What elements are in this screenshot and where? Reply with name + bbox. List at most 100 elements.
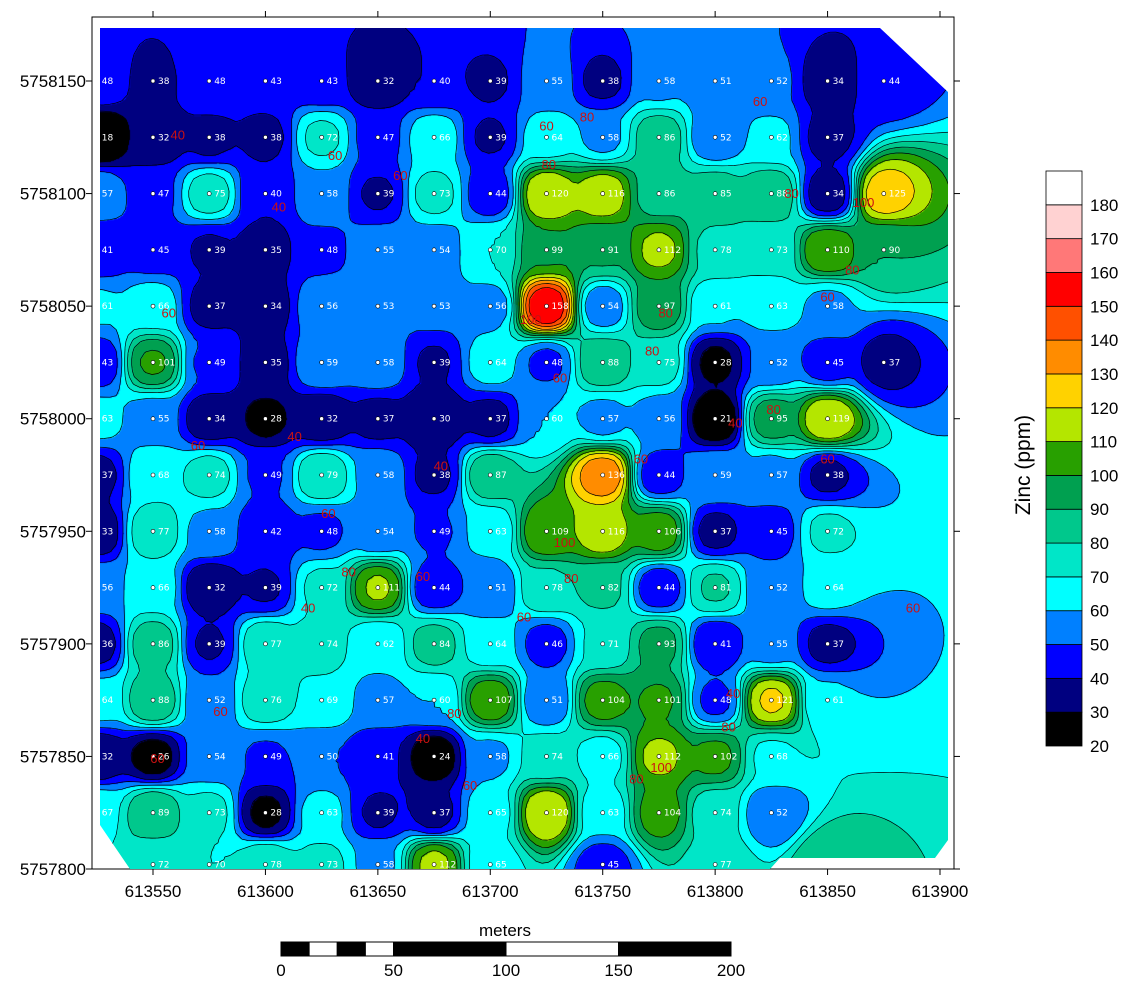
sample-point: 88 [150,696,170,706]
sample-point: 44 [881,77,901,87]
sample-point: 64 [487,640,507,650]
sample-value-label: 58 [327,190,339,200]
sample-marker [487,528,493,534]
sample-marker [375,78,381,84]
sample-marker [319,810,324,816]
contour-value-label: 80 [658,305,672,320]
sample-marker [375,416,381,422]
sample-marker [150,810,156,816]
sample-point: 37 [712,527,732,537]
sample-point: 82 [600,584,619,594]
sample-value-label: 39 [214,640,226,650]
sample-point: 37 [881,358,900,368]
sample-value-label: 63 [102,415,113,425]
sample-point: 61 [825,696,844,706]
sample-point: 57 [769,471,788,481]
sample-point: 116 [600,190,625,200]
y-tick-label: 5757800 [20,860,86,879]
sample-point: 102 [712,752,737,762]
sample-point: 39 [375,809,395,819]
sample-point: 37 [825,133,844,143]
sample-value-label: 63 [776,302,787,312]
sample-point: 74 [319,640,338,650]
sample-value-label: 46 [552,640,564,650]
contour-value-label: 40 [170,128,184,143]
sample-value-label: 43 [327,77,338,87]
sample-point: 51 [544,696,563,706]
sample-value-label: 38 [214,133,226,143]
sample-marker [319,303,324,309]
sample-value-label: 97 [664,302,675,312]
sample-point: 101 [150,358,175,368]
sample-point: 85 [712,190,732,200]
sample-value-label: 43 [270,77,281,87]
sample-point: 77 [263,640,282,650]
sample-value-label: 109 [552,527,569,537]
sample-point: 59 [319,358,338,368]
sample-marker [263,754,268,759]
sample-value-label: 84 [439,640,451,650]
sample-point: 28 [263,809,282,819]
sample-marker [431,528,437,534]
sample-marker [206,247,212,253]
sample-value-label: 75 [214,190,225,200]
sample-marker [319,754,324,759]
sample-marker [431,78,437,84]
sample-marker [487,247,493,253]
sample-value-label: 28 [270,809,282,819]
sample-point: 120 [544,190,569,200]
contour-value-label: 40 [726,686,740,701]
sample-marker [600,78,606,84]
sample-marker [431,472,437,478]
legend-label: 150 [1090,297,1118,316]
sample-point: 52 [769,77,788,87]
sample-value-label: 58 [383,471,395,481]
contour-value-label: 60 [820,290,834,305]
sample-point: 44 [487,190,507,200]
sample-point: 72 [319,584,338,594]
sample-marker [206,585,212,590]
contour-line-120 [521,168,915,714]
sample-point: 48 [712,696,732,706]
sample-marker [487,78,493,84]
sample-marker [769,528,774,534]
sample-marker [263,134,268,140]
sample-point: 34 [206,415,226,425]
sample-point: 40 [431,77,451,87]
sample-point: 32 [102,752,113,762]
sample-marker [825,528,830,534]
sample-marker [263,585,268,590]
sample-value-label: 101 [158,358,175,368]
sample-point: 73 [431,190,451,200]
sample-point: 89 [150,809,170,819]
sample-value-label: 34 [833,77,845,87]
sample-value-label: 54 [383,527,395,537]
sample-marker [544,134,549,140]
sample-value-label: 51 [552,696,563,706]
sample-value-label: 71 [608,640,619,650]
sample-value-label: 30 [439,415,451,425]
contour-value-label: 80 [629,771,643,786]
sample-marker [150,303,156,309]
scale-bar-segment [618,941,732,957]
sample-point: 84 [431,640,451,650]
sample-marker [319,416,324,422]
sample-point: 77 [712,860,732,869]
sample-value-label: 54 [608,302,620,312]
legend-label: 120 [1090,399,1118,418]
sample-point: 55 [769,640,788,650]
scale-bar-label: 150 [604,961,632,980]
sample-value-label: 24 [439,752,451,762]
sample-point: 18 [102,133,114,143]
sample-marker [206,862,212,867]
sample-value-label: 53 [439,302,450,312]
sample-value-label: 32 [383,77,394,87]
scale-bar-segment [308,941,338,957]
sample-point: 46 [544,640,564,650]
sample-point: 88 [600,358,619,368]
sample-point: 51 [487,584,507,594]
sample-value-label: 49 [270,471,282,481]
sample-value-label: 44 [495,190,507,200]
x-tick-label: 613900 [912,882,969,901]
sample-value-label: 79 [327,471,339,481]
